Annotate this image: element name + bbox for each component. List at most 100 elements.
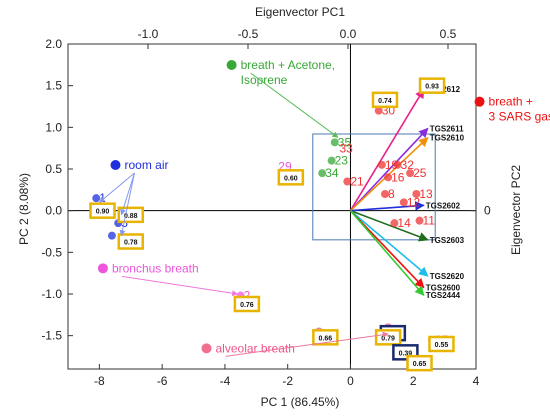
value-box-label: 0.93 [425, 84, 439, 91]
point-label: 34 [325, 166, 339, 180]
x-tick-label: -2 [282, 374, 293, 388]
y-axis-title: PC 2 (8.08%) [17, 173, 31, 245]
value-box-label: 0.65 [413, 361, 427, 368]
y-tick-label: -1.5 [41, 329, 62, 343]
annotation-arrow [98, 172, 135, 203]
value-box-label: 0.55 [435, 342, 449, 349]
point-label: 35 [338, 135, 352, 149]
value-box-label: 0.66 [319, 335, 333, 342]
value-box [371, 91, 399, 109]
value-box [117, 233, 145, 250]
point-label: 2 [244, 289, 251, 303]
value-box-label: 0.78 [124, 240, 138, 247]
point-label: 8 [388, 187, 395, 201]
loading-label: TGS2610 [430, 134, 465, 143]
top-tick-label: 0.5 [440, 27, 457, 41]
point-label: 19 [385, 158, 399, 172]
value-box-label: 0.88 [124, 213, 138, 220]
loading-label: TGS2602 [426, 201, 461, 210]
value-box-label: 0.60 [284, 175, 298, 182]
loading-label: TGS2611 [430, 124, 464, 133]
loading-vector [350, 201, 425, 212]
value-box-label: 0.76 [240, 302, 254, 309]
top-tick-label: -1.0 [138, 27, 159, 41]
annotation-text: breath + Acetone, [241, 58, 335, 72]
point-label: 23 [335, 154, 349, 168]
right-tick-label: 0 [484, 204, 491, 218]
x-tick-label: -8 [94, 374, 105, 388]
annotation-arrow [119, 172, 135, 237]
loading-vector [350, 209, 429, 242]
point-label: 32 [401, 158, 415, 172]
loading-vector [349, 210, 429, 277]
annotation-text: breath + [489, 95, 533, 109]
loading-label: TGS2444 [426, 291, 461, 300]
data-point [330, 138, 339, 147]
annotation-dot [201, 343, 212, 354]
data-point [412, 190, 421, 198]
y-tick-label: 1.0 [45, 120, 62, 134]
top-axis-title: Eigenvector PC1 [255, 5, 345, 19]
top-tick-label: 0.0 [340, 27, 357, 41]
annotation-text: room air [124, 158, 168, 172]
selection-box [312, 133, 436, 241]
annotation-dot [110, 160, 121, 170]
value-box [89, 202, 116, 219]
data-point [393, 160, 402, 169]
data-point [327, 156, 336, 165]
right-axis-title: Eigenvector PC2 [509, 165, 523, 255]
annotation-arrow [121, 275, 239, 297]
value-box [406, 354, 433, 372]
point-label: 16 [391, 170, 405, 184]
annotation-text: bronchus breath [112, 261, 199, 275]
point-label: 11 [423, 214, 436, 228]
x-tick-label: 4 [473, 374, 480, 388]
annotation-dot [226, 60, 237, 70]
y-tick-label: -0.5 [41, 245, 62, 259]
data-point [380, 190, 389, 198]
y-tick-label: 0.0 [45, 204, 62, 218]
data-point [374, 106, 383, 115]
annotation-text-2: Isoprene [241, 73, 288, 87]
loading-label: TGS2600 [426, 284, 461, 293]
plot-frame [67, 43, 477, 370]
value-box [233, 295, 261, 313]
value-box [312, 329, 339, 346]
data-point [377, 160, 386, 169]
value-box-label: 0.39 [399, 350, 413, 357]
annotation-text: alveolar breath [216, 341, 295, 355]
top-tick-label: -0.5 [238, 27, 259, 41]
x-axis-title: PC 1 (86.45%) [261, 395, 340, 409]
data-point [92, 194, 101, 203]
y-tick-label: -1.0 [41, 287, 62, 301]
y-tick-label: 0.5 [45, 162, 62, 176]
x-tick-label: -6 [157, 374, 168, 388]
point-label: 21 [350, 175, 364, 189]
point-label: 13 [419, 187, 433, 201]
value-box [277, 169, 305, 186]
loading-vector [349, 88, 425, 212]
data-point [384, 173, 393, 182]
value-box-label: 0.90 [96, 209, 110, 216]
loading-vector [349, 127, 429, 212]
point-label: 14 [397, 216, 411, 230]
data-point [318, 169, 327, 178]
loading-vector [349, 210, 425, 289]
data-point [390, 219, 399, 228]
x-tick-label: -4 [220, 374, 231, 388]
data-point [415, 216, 424, 225]
value-box-label: 0.79 [381, 335, 395, 342]
loading-vector [349, 210, 425, 296]
data-point [399, 198, 408, 207]
annotation-arrow [225, 331, 389, 357]
annotation-arrow [120, 172, 135, 216]
x-tick-label: 0 [347, 374, 354, 388]
value-box [418, 77, 446, 94]
loading-label: TGS2620 [430, 272, 465, 281]
annotation-text-2: 3 SARS gas [489, 110, 550, 124]
annotation-dot [97, 263, 108, 274]
point-label: 33 [339, 141, 353, 155]
annotation-arrow [250, 72, 339, 138]
